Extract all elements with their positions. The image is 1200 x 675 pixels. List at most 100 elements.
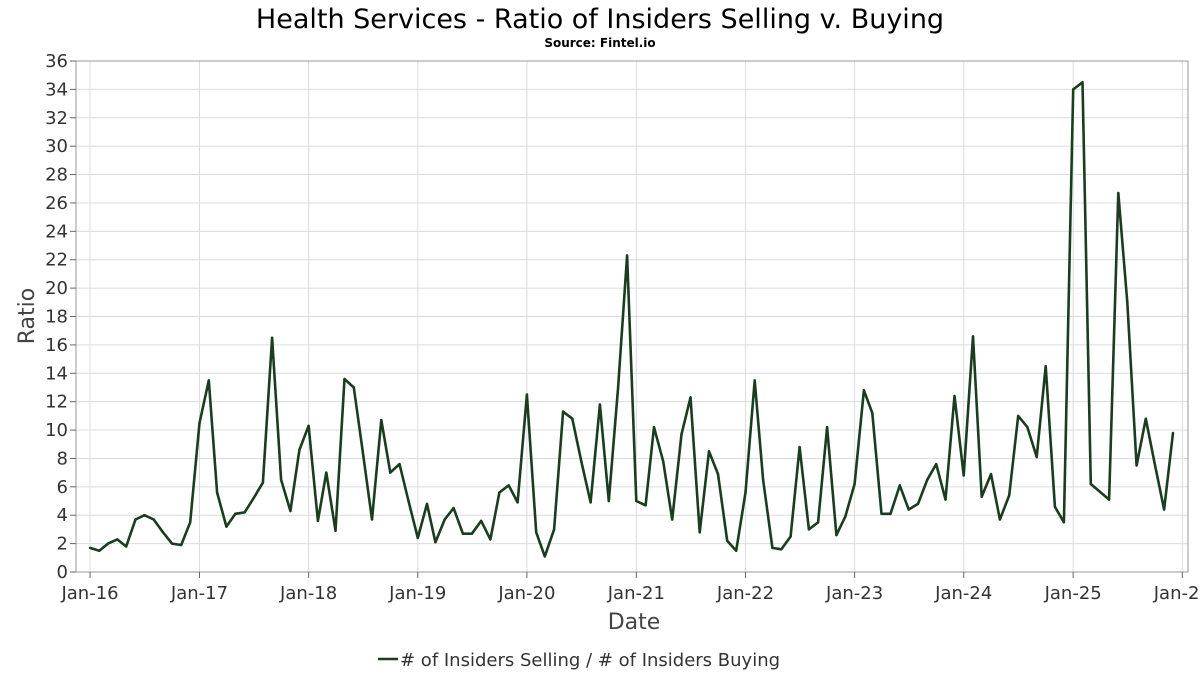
- data-point: [270, 336, 274, 339]
- data-point: [1026, 426, 1029, 429]
- legend-label: # of Insiders Selling / # of Insiders Bu…: [400, 650, 780, 671]
- y-tick-label: 36: [45, 51, 68, 72]
- data-point: [953, 394, 956, 398]
- data-point: [1035, 455, 1038, 459]
- y-tick-label: 6: [57, 477, 68, 498]
- data-point: [125, 545, 128, 548]
- data-point: [88, 546, 92, 550]
- data-point: [116, 538, 119, 541]
- y-tick-label: 10: [45, 420, 68, 441]
- data-point: [726, 539, 729, 542]
- data-point: [1144, 417, 1148, 420]
- data-point: [716, 472, 720, 476]
- y-tick-label: 26: [45, 193, 68, 214]
- data-point: [907, 508, 910, 511]
- data-point: [316, 519, 320, 523]
- data-point: [325, 471, 328, 474]
- data-point: [652, 426, 656, 429]
- chart-subtitle: Source: Fintel.io: [544, 36, 655, 50]
- data-point: [744, 491, 747, 494]
- data-point: [780, 548, 783, 551]
- data-point: [761, 478, 765, 481]
- data-point: [215, 491, 219, 494]
- data-point: [334, 529, 337, 532]
- data-point: [1089, 482, 1093, 486]
- x-tick-label: Jan-24: [934, 583, 992, 604]
- data-point: [971, 335, 975, 338]
- data-point: [1017, 414, 1020, 418]
- data-point: [825, 426, 829, 429]
- x-tick-label: Jan-20: [497, 583, 555, 604]
- data-point: [1117, 191, 1120, 195]
- data-point: [498, 491, 501, 494]
- data-point: [343, 377, 346, 381]
- data-point: [180, 543, 183, 547]
- data-point: [452, 506, 455, 510]
- data-point: [926, 478, 929, 481]
- y-tick-label: 4: [57, 505, 68, 526]
- data-point: [1062, 521, 1066, 524]
- data-point: [844, 515, 847, 518]
- data-point: [461, 532, 465, 535]
- data-point: [1053, 505, 1057, 508]
- data-point: [644, 504, 647, 507]
- data-point: [261, 481, 265, 484]
- data-point: [225, 525, 228, 528]
- data-point: [944, 498, 947, 501]
- y-tick-label: 0: [57, 562, 68, 583]
- data-point: [370, 518, 374, 521]
- grid: [76, 60, 1188, 573]
- data-point: [880, 512, 883, 515]
- y-tick-label: 22: [45, 250, 68, 271]
- data-point: [561, 410, 565, 413]
- data-point: [680, 433, 683, 436]
- data-point: [134, 518, 137, 521]
- data-point: [989, 472, 993, 476]
- data-point: [389, 471, 392, 474]
- y-tick-label: 32: [45, 108, 68, 129]
- x-tick-label: Jan-21: [607, 583, 665, 604]
- y-tick-label: 30: [45, 136, 68, 157]
- data-point: [935, 462, 938, 466]
- chart-title: Health Services - Ratio of Insiders Sell…: [256, 4, 944, 35]
- data-point: [598, 403, 602, 406]
- data-point: [552, 528, 556, 531]
- data-point: [1153, 462, 1157, 466]
- data-point: [789, 535, 792, 538]
- legend: # of Insiders Selling / # of Insiders Bu…: [378, 650, 780, 671]
- y-tick-label: 20: [45, 278, 68, 299]
- data-point: [443, 518, 446, 521]
- data-point: [525, 393, 529, 396]
- data-point: [543, 555, 546, 558]
- y-tick-label: 18: [45, 307, 68, 328]
- x-tick-label: Jan-19: [388, 583, 446, 604]
- data-point: [662, 460, 665, 463]
- data-point: [507, 484, 510, 487]
- x-tick-label: Jan-17: [170, 583, 228, 604]
- x-tick-label: Jan-25: [1044, 583, 1102, 604]
- data-point: [625, 254, 629, 257]
- x-tick-label: Jan-26: [1153, 583, 1200, 604]
- data-point: [189, 521, 192, 524]
- data-point: [589, 501, 592, 504]
- data-point: [198, 421, 201, 425]
- data-point: [707, 450, 711, 453]
- x-tick-label: Jan-23: [825, 583, 883, 604]
- data-point: [279, 478, 283, 481]
- data-point: [516, 501, 519, 504]
- x-tick-label: Jan-16: [60, 583, 118, 604]
- data-point: [170, 542, 174, 545]
- data-point: [535, 531, 538, 534]
- data-point: [698, 531, 701, 534]
- series-line: [89, 81, 1175, 558]
- data-point: [898, 484, 901, 487]
- data-point: [1081, 81, 1084, 84]
- data-point: [835, 533, 838, 537]
- data-point: [635, 499, 638, 503]
- data-point: [152, 518, 155, 521]
- data-point: [998, 518, 1002, 521]
- series-points: [88, 81, 1175, 558]
- data-point: [1008, 494, 1011, 497]
- y-tick-label: 34: [45, 79, 68, 100]
